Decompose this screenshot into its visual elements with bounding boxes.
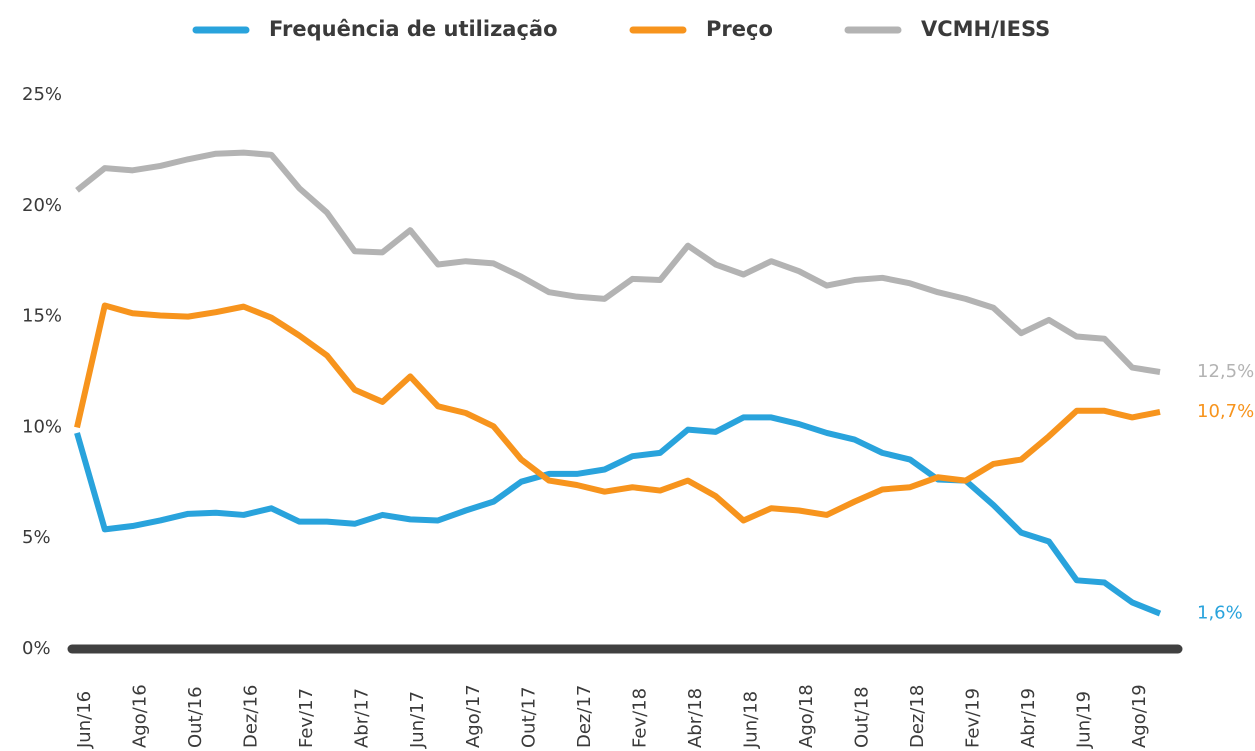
x-tick-label: Abr/18 xyxy=(685,688,706,748)
x-tick-label: Jun/16 xyxy=(74,691,95,749)
series-line xyxy=(75,149,1161,375)
x-tick-label: Out/17 xyxy=(518,686,539,748)
y-tick-label: 10% xyxy=(22,416,62,437)
x-tick-label: Fev/17 xyxy=(296,688,317,748)
x-tick-label: Ago/17 xyxy=(463,684,484,748)
end-label: 1,6% xyxy=(1197,603,1243,624)
x-tick-label: Jun/18 xyxy=(740,691,761,749)
x-tick-label: Abr/19 xyxy=(1018,688,1039,748)
x-tick-label: Out/18 xyxy=(852,686,873,748)
y-tick-label: 25% xyxy=(22,84,62,105)
x-tick-label: Dez/17 xyxy=(574,685,595,748)
series-line xyxy=(74,302,1161,524)
end-label: 10,7% xyxy=(1197,401,1254,422)
x-tick-label: Jun/19 xyxy=(1074,691,1095,749)
x-tick-label: Out/16 xyxy=(185,686,206,748)
y-tick-label: 5% xyxy=(22,527,51,548)
x-tick-label: Abr/17 xyxy=(352,688,373,748)
y-tick-label: 20% xyxy=(22,195,62,216)
x-tick-label: Ago/19 xyxy=(1129,684,1150,748)
x-tick-label: Ago/16 xyxy=(130,684,151,748)
end-label: 12,5% xyxy=(1197,361,1254,382)
x-tick-label: Jun/17 xyxy=(407,691,428,749)
x-tick-label: Ago/18 xyxy=(796,684,817,748)
y-tick-label: 0% xyxy=(22,638,51,659)
x-tick-label: Fev/18 xyxy=(629,688,650,748)
y-tick-label: 15% xyxy=(22,306,62,327)
legend-label: Frequência de utilização xyxy=(269,17,558,41)
series-line xyxy=(74,414,1162,617)
legend-label: VCMH/IESS xyxy=(921,17,1050,41)
x-tick-label: Dez/16 xyxy=(241,685,262,748)
x-tick-label: Dez/18 xyxy=(907,685,928,748)
x-tick-label: Fev/19 xyxy=(963,688,984,748)
legend-label: Preço xyxy=(706,17,773,41)
